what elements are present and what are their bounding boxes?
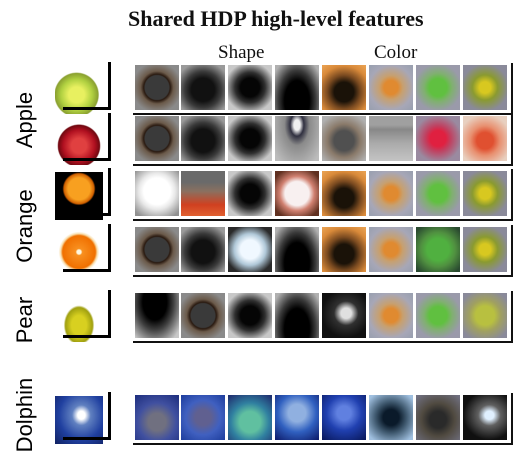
feature-thumb-dark-ring-blob bbox=[228, 171, 272, 216]
source-photo-red-apple bbox=[55, 117, 103, 165]
row-frame bbox=[133, 169, 513, 221]
figure-title: Shared HDP high-level features bbox=[128, 6, 424, 31]
photo-frame bbox=[63, 168, 111, 216]
row-label-orange: Orange bbox=[12, 189, 37, 263]
feature-thumb-red-blob bbox=[416, 116, 460, 161]
feature-thumb-yellow-blob bbox=[463, 171, 507, 216]
feature-thumb-white-blue-blob bbox=[228, 227, 272, 272]
feature-thumb-yellow-blob bbox=[463, 65, 507, 110]
feature-thumb-white-blob bbox=[135, 171, 179, 216]
feature-thumb-blue-murky2 bbox=[181, 395, 225, 440]
feature-thumb-dark-arc bbox=[463, 395, 507, 440]
feature-thumb-blue-deep bbox=[322, 395, 366, 440]
feature-thumb-teal-murky bbox=[228, 395, 272, 440]
row-label-pear: Pear bbox=[12, 296, 37, 344]
feature-thumb-green-blob bbox=[416, 171, 460, 216]
feature-thumb-dark-circle bbox=[181, 293, 225, 338]
photo-frame bbox=[63, 290, 111, 338]
row-frame bbox=[133, 291, 513, 343]
feature-thumb-white-square bbox=[275, 171, 319, 216]
feature-thumb-green-blob bbox=[416, 65, 460, 110]
feature-thumb-blue-light bbox=[275, 395, 319, 440]
feature-thumb-green-speckle bbox=[416, 227, 460, 272]
source-photo-orange-whole bbox=[55, 172, 103, 220]
feature-thumb-orange-blob bbox=[369, 227, 413, 272]
row-frame bbox=[133, 114, 513, 166]
feature-thumb-dark-glare bbox=[322, 293, 366, 338]
source-photo-pear bbox=[55, 294, 103, 342]
feature-thumb-orange-dark bbox=[322, 65, 366, 110]
source-photo-dolphin bbox=[55, 396, 103, 444]
feature-thumb-dark-bottom bbox=[275, 293, 319, 338]
feature-thumb-green-blob bbox=[416, 293, 460, 338]
source-photo-orange-slice bbox=[55, 228, 103, 276]
feature-thumb-dark-circle bbox=[135, 65, 179, 110]
row-frame bbox=[133, 63, 513, 115]
feature-thumb-dark-blob bbox=[181, 65, 225, 110]
row-label-apple: Apple bbox=[12, 91, 37, 149]
feature-thumb-orange-blob bbox=[369, 171, 413, 216]
feature-thumb-dark-blob bbox=[181, 116, 225, 161]
feature-thumb-dark-teal-glow bbox=[369, 395, 413, 440]
feature-thumb-dark-bottom bbox=[275, 65, 319, 110]
feature-thumb-orange-red-blob bbox=[463, 116, 507, 161]
feature-thumb-dark-bottom bbox=[275, 227, 319, 272]
feature-thumb-orange-blob bbox=[369, 65, 413, 110]
feature-thumb-dark-circle bbox=[135, 227, 179, 272]
feature-thumb-dark-ring-blob bbox=[228, 65, 272, 110]
feature-thumb-dark-ring-blob bbox=[228, 116, 272, 161]
feature-thumb-gray-top bbox=[369, 116, 413, 161]
feature-thumb-arc-top bbox=[275, 116, 319, 161]
row-frame bbox=[133, 225, 513, 277]
feature-thumb-dark-ring-blob bbox=[228, 293, 272, 338]
feature-thumb-dark-top bbox=[135, 293, 179, 338]
photo-frame bbox=[63, 62, 111, 110]
shape-column-header: Shape bbox=[218, 42, 265, 63]
feature-thumb-orange-dark bbox=[322, 227, 366, 272]
row-frame bbox=[133, 393, 513, 445]
source-photo-green-apple bbox=[55, 66, 103, 114]
feature-thumb-orange-dark bbox=[322, 171, 366, 216]
photo-frame bbox=[63, 113, 111, 161]
feature-thumb-orange-blob bbox=[369, 293, 413, 338]
photo-frame bbox=[63, 392, 111, 440]
feature-thumb-dark-blob bbox=[181, 227, 225, 272]
row-label-dolphin: Dolphin bbox=[12, 377, 37, 453]
photo-frame bbox=[63, 224, 111, 272]
feature-thumb-dark-square bbox=[322, 116, 366, 161]
color-column-header: Color bbox=[374, 42, 418, 63]
feature-thumb-yellow-speckle bbox=[463, 293, 507, 338]
feature-thumb-dark-circle bbox=[135, 116, 179, 161]
feature-thumb-red-bottom bbox=[181, 171, 225, 216]
feature-thumb-yellow-blob bbox=[463, 227, 507, 272]
feature-thumb-dark-murky bbox=[416, 395, 460, 440]
feature-thumb-blue-murky bbox=[135, 395, 179, 440]
